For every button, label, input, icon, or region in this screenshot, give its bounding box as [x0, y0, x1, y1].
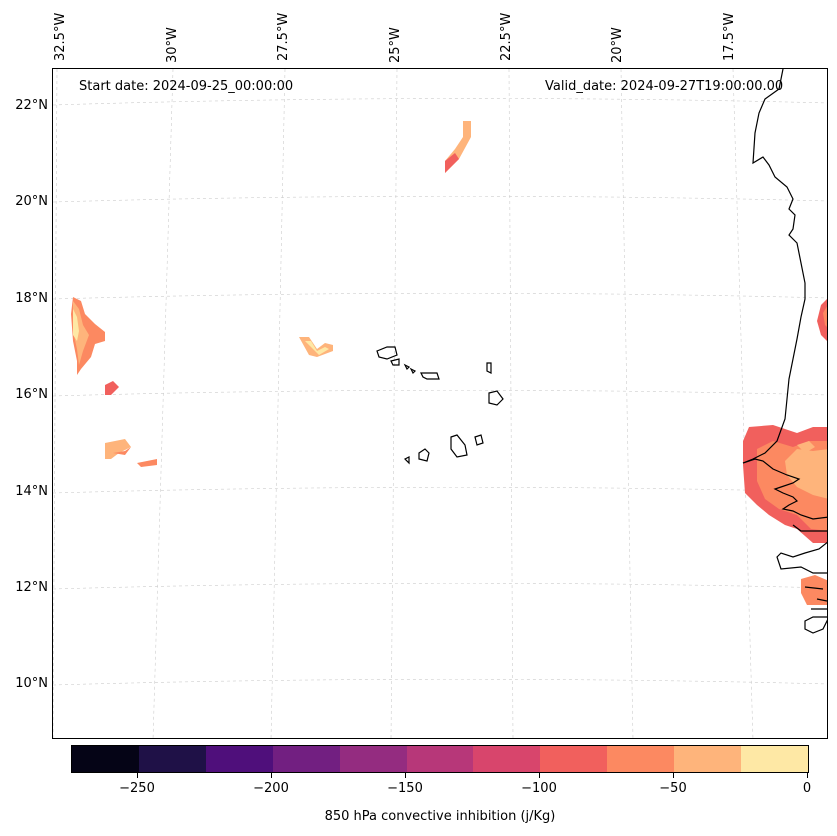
lon-label: 22.5°W	[499, 12, 514, 61]
africa-coastline	[742, 69, 827, 634]
gridline-lon	[390, 69, 398, 738]
colorbar-segment	[406, 746, 474, 772]
cin-patch	[105, 439, 131, 459]
lon-label: 30°W	[165, 27, 180, 63]
lon-label: 20°W	[610, 27, 625, 63]
gridline-lat	[53, 292, 827, 300]
colorbar-tick-label: −150	[387, 781, 423, 796]
cape-verde-island	[450, 434, 468, 458]
gridline-lon	[270, 69, 286, 738]
colorbar-segment	[607, 746, 675, 772]
colorbar-tick	[137, 773, 138, 778]
cape-verde-island	[420, 372, 440, 380]
colorbar-title: 850 hPa convective inhibition (j/Kg)	[324, 809, 556, 824]
colorbar-segment	[339, 746, 407, 772]
lat-label: 20°N	[15, 194, 48, 209]
cape-verde-island	[409, 367, 417, 375]
cin-patch	[305, 341, 329, 355]
lat-label: 12°N	[15, 580, 48, 595]
cin-patch	[817, 299, 827, 341]
gridline-lon	[620, 69, 634, 738]
map-panel: Start date: 2024-09-25_00:00:00 Valid_da…	[52, 68, 828, 739]
cape-verde-island	[418, 448, 430, 462]
cape-verde-island	[403, 456, 410, 465]
colorbar-segment	[138, 746, 206, 772]
cape-verde-island	[486, 362, 492, 374]
lon-label: 17.5°W	[722, 12, 737, 61]
cin-patch	[105, 381, 119, 395]
cape-verde-island	[488, 390, 504, 406]
lat-label: 18°N	[15, 291, 48, 306]
cape-verde-island	[403, 363, 411, 371]
gridline-lat	[53, 582, 827, 590]
colorbar-tick-label: −100	[521, 781, 557, 796]
gridline-lat	[53, 195, 827, 203]
cape-verde-island	[390, 358, 400, 366]
colorbar-segment	[540, 746, 608, 772]
lat-label: 10°N	[15, 676, 48, 691]
colorbar-tick-label: −200	[253, 781, 289, 796]
cin-patch	[801, 575, 827, 605]
cin-patch	[785, 449, 827, 499]
cin-patch	[73, 309, 79, 341]
lon-label: 27.5°W	[276, 12, 291, 61]
colorbar-segment	[272, 746, 340, 772]
colorbar-tick	[673, 773, 674, 778]
cape-verde-island	[474, 434, 484, 446]
cin-patch	[823, 306, 827, 327]
gridline-lat	[53, 678, 827, 686]
colorbar-segment	[473, 746, 541, 772]
colorbar-tick	[539, 773, 540, 778]
gridline-lon	[152, 69, 174, 738]
colorbar-segment	[674, 746, 742, 772]
lat-label: 16°N	[15, 387, 48, 402]
lat-label: 22°N	[15, 98, 48, 113]
colorbar	[71, 745, 809, 773]
valid-date-label: Valid_date: 2024-09-27T19:00:00.00	[545, 79, 784, 94]
cin-contours	[71, 121, 827, 605]
colorbar-tick	[405, 773, 406, 778]
map-canvas	[53, 69, 827, 738]
gridline-lat	[53, 486, 827, 494]
colorbar-tick	[807, 773, 808, 778]
colorbar-segment	[205, 746, 273, 772]
lon-label: 25°W	[388, 27, 403, 63]
start-date-label: Start date: 2024-09-25_00:00:00	[79, 79, 294, 94]
colorbar-segment	[72, 746, 139, 772]
colorbar-tick-label: 0	[802, 781, 812, 796]
colorbar-tick	[271, 773, 272, 778]
gridline-lon	[53, 69, 58, 738]
cin-patch	[113, 447, 131, 455]
gridline-lat	[53, 389, 827, 397]
colorbar-tick-label: −250	[119, 781, 155, 796]
colorbar-segment	[741, 746, 808, 772]
cin-patch	[797, 441, 815, 453]
cin-patch	[299, 337, 333, 357]
colorbar-tick-label: −50	[659, 781, 687, 796]
coastlines	[376, 69, 827, 634]
cin-patch	[445, 153, 459, 173]
gridline-lon	[732, 69, 754, 738]
lon-label: 32.5°W	[53, 12, 68, 61]
gridlines	[53, 69, 827, 738]
cin-patch	[137, 459, 157, 467]
lat-label: 14°N	[15, 484, 48, 499]
cape-verde-island	[376, 346, 398, 360]
gridline-lon	[508, 69, 514, 738]
gridline-lat	[53, 98, 827, 106]
